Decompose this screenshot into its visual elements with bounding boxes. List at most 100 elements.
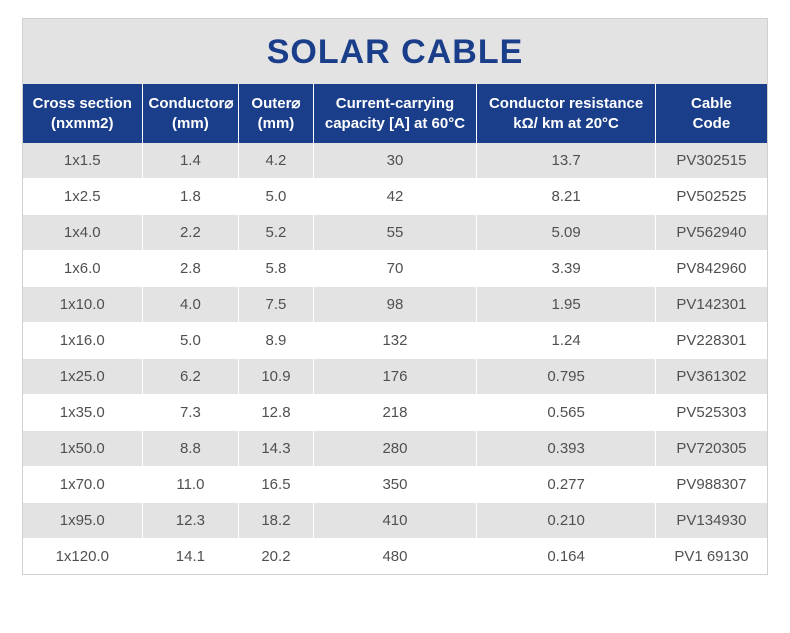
cell: 3.39 — [477, 251, 656, 287]
cell: 1x35.0 — [23, 395, 142, 431]
table-row: 1x6.02.85.8703.39PV842960 — [23, 251, 767, 287]
table-row: 1x2.51.85.0428.21PV502525 — [23, 179, 767, 215]
cell: 4.2 — [239, 143, 313, 179]
cell: 480 — [313, 539, 477, 575]
cell: 4.0 — [142, 287, 239, 323]
cell: 1x50.0 — [23, 431, 142, 467]
cell: PV142301 — [655, 287, 767, 323]
table-row: 1x95.012.318.24100.210PV134930 — [23, 503, 767, 539]
cell: 18.2 — [239, 503, 313, 539]
cell: 20.2 — [239, 539, 313, 575]
cell: 13.7 — [477, 143, 656, 179]
col-header-line1: Cable — [662, 94, 761, 114]
cell: 16.5 — [239, 467, 313, 503]
cell: 280 — [313, 431, 477, 467]
cell: 1.95 — [477, 287, 656, 323]
cell: 5.8 — [239, 251, 313, 287]
col-header-line1: Outer⌀ — [245, 94, 306, 114]
cell: 14.3 — [239, 431, 313, 467]
cell: 12.3 — [142, 503, 239, 539]
table-row: 1x120.014.120.24800.164PV1 69130 — [23, 539, 767, 575]
table-row: 1x4.02.25.2555.09PV562940 — [23, 215, 767, 251]
col-header-line2: kΩ/ km at 20°C — [483, 114, 649, 134]
cell: 8.21 — [477, 179, 656, 215]
cell: PV502525 — [655, 179, 767, 215]
cell: 1x16.0 — [23, 323, 142, 359]
cell: 70 — [313, 251, 477, 287]
cell: 1x4.0 — [23, 215, 142, 251]
col-header-line1: Current-carrying — [320, 94, 471, 114]
header-row: Cross section(nxmm2)Conductor⌀(mm)Outer⌀… — [23, 84, 767, 143]
solar-cable-panel: SOLAR CABLE Cross section(nxmm2)Conducto… — [22, 18, 768, 575]
col-header-2: Outer⌀(mm) — [239, 84, 313, 143]
col-header-5: CableCode — [655, 84, 767, 143]
cell: 0.210 — [477, 503, 656, 539]
cell: 6.2 — [142, 359, 239, 395]
solar-cable-table: Cross section(nxmm2)Conductor⌀(mm)Outer⌀… — [23, 84, 767, 574]
cell: 176 — [313, 359, 477, 395]
table-row: 1x70.011.016.53500.277PV988307 — [23, 467, 767, 503]
cell: 10.9 — [239, 359, 313, 395]
table-row: 1x1.51.44.23013.7PV302515 — [23, 143, 767, 179]
cell: 12.8 — [239, 395, 313, 431]
cell: PV302515 — [655, 143, 767, 179]
cell: 11.0 — [142, 467, 239, 503]
col-header-line2: (mm) — [149, 114, 233, 134]
cell: PV134930 — [655, 503, 767, 539]
cell: 1x70.0 — [23, 467, 142, 503]
cell: 350 — [313, 467, 477, 503]
cell: PV720305 — [655, 431, 767, 467]
cell: 5.0 — [239, 179, 313, 215]
cell: PV525303 — [655, 395, 767, 431]
cell: PV842960 — [655, 251, 767, 287]
cell: 218 — [313, 395, 477, 431]
col-header-line2: (nxmm2) — [29, 114, 136, 134]
cell: 8.9 — [239, 323, 313, 359]
cell: 410 — [313, 503, 477, 539]
cell: 1.8 — [142, 179, 239, 215]
cell: 1x1.5 — [23, 143, 142, 179]
col-header-line1: Cross section — [29, 94, 136, 114]
cell: 8.8 — [142, 431, 239, 467]
cell: 2.8 — [142, 251, 239, 287]
col-header-line1: Conductor⌀ — [149, 94, 233, 114]
cell: 98 — [313, 287, 477, 323]
col-header-0: Cross section(nxmm2) — [23, 84, 142, 143]
cell: 1.24 — [477, 323, 656, 359]
cell: 1x6.0 — [23, 251, 142, 287]
cell: 132 — [313, 323, 477, 359]
cell: 1x2.5 — [23, 179, 142, 215]
cell: 1x95.0 — [23, 503, 142, 539]
cell: 30 — [313, 143, 477, 179]
cell: 1.4 — [142, 143, 239, 179]
table-header: Cross section(nxmm2)Conductor⌀(mm)Outer⌀… — [23, 84, 767, 143]
cell: PV228301 — [655, 323, 767, 359]
cell: 7.5 — [239, 287, 313, 323]
cell: 0.277 — [477, 467, 656, 503]
cell: PV988307 — [655, 467, 767, 503]
col-header-4: Conductor resistancekΩ/ km at 20°C — [477, 84, 656, 143]
cell: 14.1 — [142, 539, 239, 575]
cell: 5.0 — [142, 323, 239, 359]
cell: 5.09 — [477, 215, 656, 251]
table-row: 1x25.06.210.91760.795PV361302 — [23, 359, 767, 395]
col-header-line2: capacity [A] at 60°C — [320, 114, 471, 134]
table-row: 1x16.05.08.91321.24PV228301 — [23, 323, 767, 359]
table-row: 1x50.08.814.32800.393PV720305 — [23, 431, 767, 467]
col-header-line1: Conductor resistance — [483, 94, 649, 114]
cell: 5.2 — [239, 215, 313, 251]
cell: PV562940 — [655, 215, 767, 251]
table-row: 1x35.07.312.82180.565PV525303 — [23, 395, 767, 431]
cell: 2.2 — [142, 215, 239, 251]
cell: 0.164 — [477, 539, 656, 575]
cell: 1x120.0 — [23, 539, 142, 575]
cell: 0.565 — [477, 395, 656, 431]
cell: PV361302 — [655, 359, 767, 395]
cell: 55 — [313, 215, 477, 251]
col-header-3: Current-carryingcapacity [A] at 60°C — [313, 84, 477, 143]
cell: 0.393 — [477, 431, 656, 467]
cell: 42 — [313, 179, 477, 215]
cell: 1x10.0 — [23, 287, 142, 323]
cell: 7.3 — [142, 395, 239, 431]
col-header-1: Conductor⌀(mm) — [142, 84, 239, 143]
